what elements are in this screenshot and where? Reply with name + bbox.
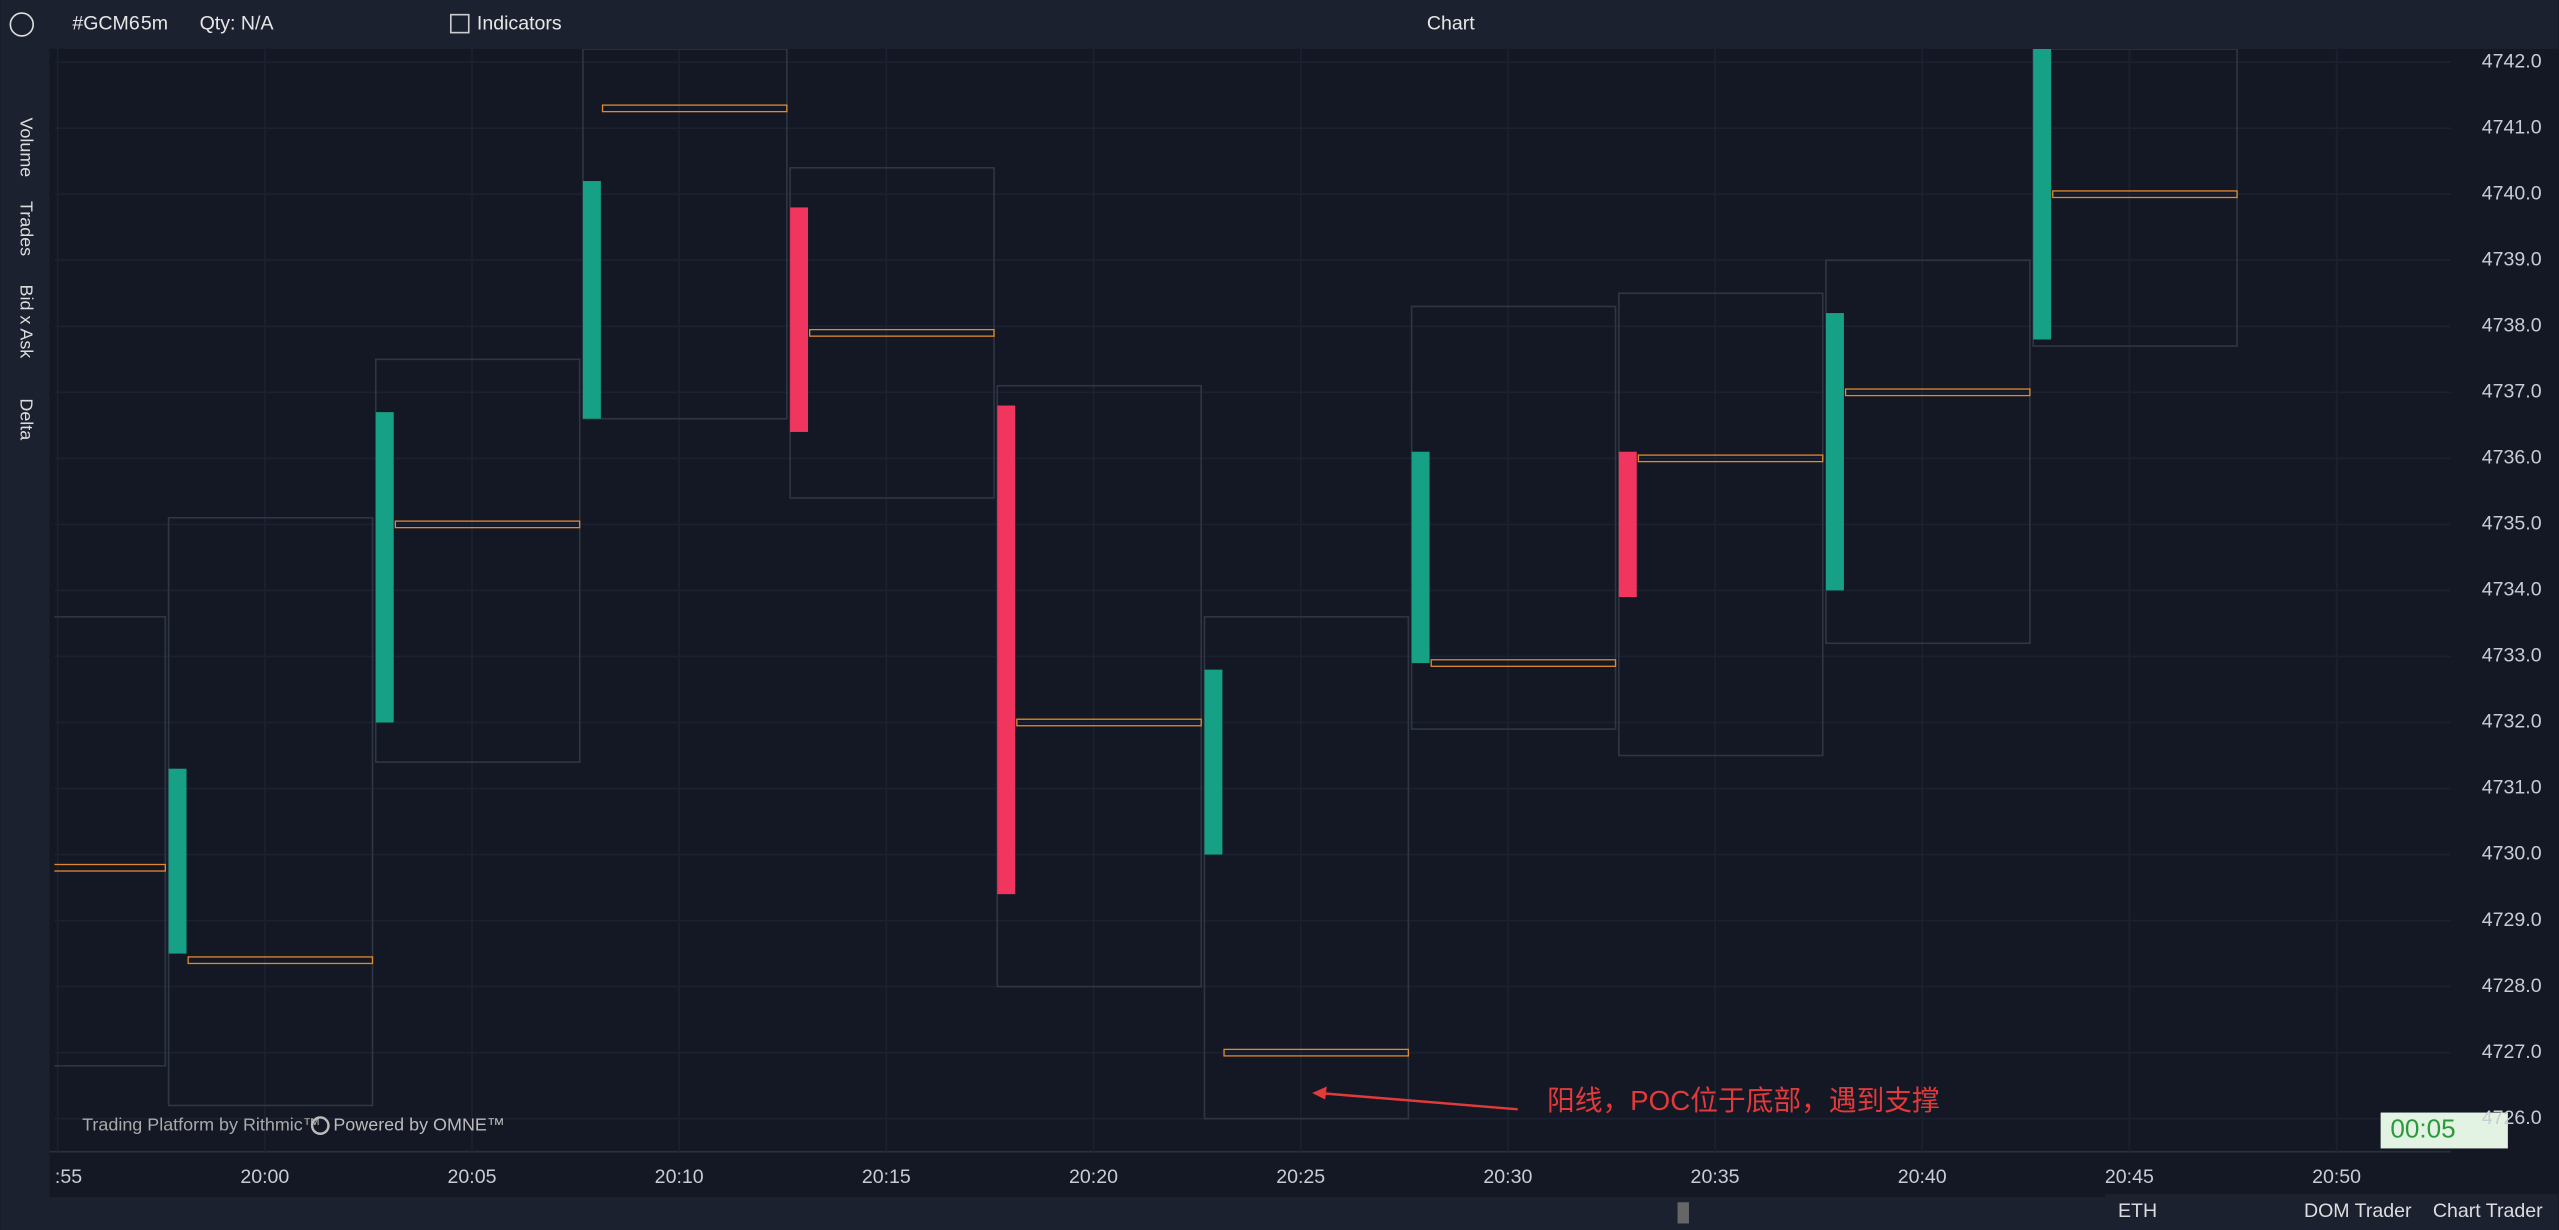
dom-trader[interactable]: DOM Trader <box>2304 1200 2412 1222</box>
poc-line <box>187 956 374 965</box>
timer-box <box>2380 1112 2508 1149</box>
profile-range <box>54 616 167 1067</box>
x-tick-label: 20:35 <box>1691 1166 1740 1188</box>
candle-body <box>375 412 394 723</box>
y-tick-label: 4730.0 <box>2482 843 2542 865</box>
x-tick-label: 20:20 <box>1069 1166 1118 1188</box>
symbol[interactable]: #GCM6 <box>72 13 140 35</box>
poc-line <box>1844 388 2031 397</box>
session[interactable]: ETH <box>2118 1200 2157 1222</box>
time-axis <box>49 1151 2559 1195</box>
window-title: Chart <box>1427 13 1475 35</box>
candle-body <box>997 405 1016 895</box>
top-toolbar <box>0 0 2559 49</box>
x-tick-label: 20:00 <box>240 1166 289 1188</box>
indicators-icon <box>449 13 470 34</box>
poc-line <box>1637 454 1824 463</box>
y-tick-label: 4727.0 <box>2482 1041 2542 1063</box>
left-toolbar <box>0 48 50 1230</box>
watermark-powered: Powered by OMNE™ <box>333 1114 504 1134</box>
interval[interactable]: 5m <box>141 13 168 35</box>
left-tab[interactable]: Trades <box>16 201 36 256</box>
x-tick-label: 20:40 <box>1898 1166 1947 1188</box>
poc-line <box>2052 190 2238 199</box>
left-tab[interactable]: Volume <box>16 117 36 177</box>
poc-line <box>601 104 788 113</box>
y-tick-label: 4728.0 <box>2482 975 2542 997</box>
y-tick-label: 4732.0 <box>2482 711 2542 733</box>
x-tick-label: 20:30 <box>1483 1166 1532 1188</box>
poc-line <box>54 863 166 872</box>
bottom-bar <box>2104 1194 2559 1230</box>
y-tick-label: 4741.0 <box>2482 116 2542 138</box>
watermark-platform: Trading Platform by Rithmic™ <box>82 1114 321 1134</box>
y-tick-label: 4738.0 <box>2482 314 2542 336</box>
candle-body <box>1411 451 1430 664</box>
x-tick-label: 20:05 <box>448 1166 497 1188</box>
y-tick-label: 4736.0 <box>2482 447 2542 469</box>
y-tick-label: 4742.0 <box>2482 50 2542 72</box>
y-tick-label: 4733.0 <box>2482 645 2542 667</box>
chart-trader[interactable]: Chart Trader <box>2433 1200 2543 1222</box>
candle-body <box>1618 451 1637 598</box>
poc-line <box>1223 1048 1410 1057</box>
poc-line <box>1430 659 1617 667</box>
y-tick-label: 4731.0 <box>2482 777 2542 799</box>
price-axis <box>2450 48 2559 1152</box>
candle-body <box>1825 313 1844 591</box>
candle-body <box>1204 669 1223 855</box>
x-tick-label: 20:10 <box>655 1166 704 1188</box>
annotation: 阳线，POC位于底部，遇到支撑 <box>1547 1085 1940 1116</box>
y-tick-label: 4740.0 <box>2482 182 2542 204</box>
x-tick-label: 20:15 <box>862 1166 911 1188</box>
candle-body <box>790 207 809 432</box>
x-tick-label: 20:25 <box>1276 1166 1325 1188</box>
bar-timer: 00:05 <box>2390 1113 2455 1143</box>
annotation-arrow <box>1318 1091 1518 1111</box>
poc-line <box>394 520 581 529</box>
arrow-head <box>1312 1086 1327 1100</box>
x-tick-label: 20:45 <box>2105 1166 2154 1188</box>
y-tick-label: 4735.0 <box>2482 513 2542 535</box>
x-tick-label: 19:55 <box>33 1166 82 1188</box>
candle-body <box>168 768 187 954</box>
indicators-button[interactable]: Indicators <box>477 13 562 35</box>
y-tick-label: 4739.0 <box>2482 248 2542 270</box>
y-tick-label: 4734.0 <box>2482 579 2542 601</box>
omne-icon <box>310 1116 330 1135</box>
candle-body <box>582 181 601 419</box>
profile-range <box>1203 616 1410 1120</box>
left-tab[interactable]: Bid x Ask <box>16 284 36 358</box>
plot <box>54 48 2451 1152</box>
poc-line <box>1016 718 1202 727</box>
qty[interactable]: Qty: N/A <box>200 13 275 35</box>
y-tick-label: 4737.0 <box>2482 380 2542 402</box>
poc-line <box>809 328 995 337</box>
y-tick-label: 4729.0 <box>2482 909 2542 931</box>
candle-body <box>2033 48 2052 340</box>
y-tick-label: 4726.0 <box>2482 1107 2542 1129</box>
scroll-thumb[interactable] <box>1677 1202 1689 1224</box>
left-tab[interactable]: Delta <box>16 398 36 440</box>
x-tick-label: 20:50 <box>2312 1166 2361 1188</box>
logo <box>9 12 35 37</box>
left-tabs: Volume Trades Bid x Ask Delta <box>16 117 36 440</box>
scrollbar[interactable] <box>49 1197 2105 1230</box>
